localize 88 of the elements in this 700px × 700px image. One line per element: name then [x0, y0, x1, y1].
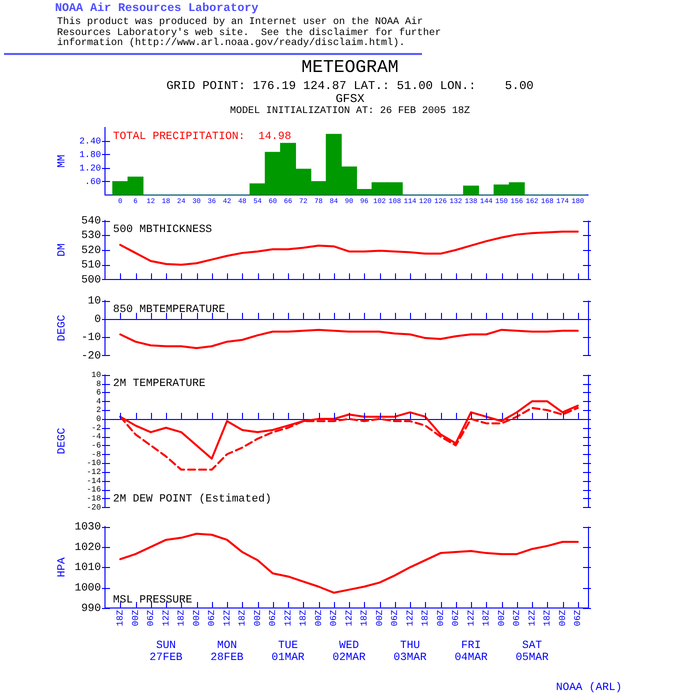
y-axis-title: DM	[56, 243, 69, 257]
y-tick-label: 4	[96, 397, 102, 406]
y-tick-label: -12	[86, 468, 102, 478]
y-tick-label: 540	[81, 216, 101, 228]
y-tick-label: 2.40	[79, 136, 101, 146]
x-tick-label: 18Z	[542, 609, 553, 626]
y-tick-label: 500	[81, 274, 101, 286]
y-axis-title: DEGC	[56, 314, 69, 342]
x-tick-label: 00Z	[374, 609, 385, 626]
chart-title: METEOGRAM	[300, 58, 400, 78]
y-tick-label: 6	[96, 388, 102, 398]
y-tick-label: 1030	[74, 522, 101, 534]
x-tick-label: 18Z	[238, 609, 248, 626]
x-tick-label: 00Z	[130, 609, 141, 626]
x-tick-label: 06Z	[451, 609, 462, 626]
y-tick-label: -14	[86, 476, 102, 486]
chart-subtitle: GRID POINT: 176.19 124.87 LAT.: 51.00 LON.: 5.00 GFSX MODEL INITIALIZATION AT: 26 FEB 2005 18Z	[165, 79, 535, 117]
x-tick-label: 00Z	[252, 609, 263, 626]
x-tick-label: 06Z	[207, 609, 218, 626]
text: This product was produced by an Internet user on the NOAA Air Resources Laboratory's web site. See the disclaimer for further information (http://www.arl.noaa.gov/ready/disclaim.html).	[57, 17, 442, 50]
y-axis-title: MM	[56, 154, 69, 168]
y-tick-label: -6	[91, 442, 102, 451]
y-tick-label: 1.20	[79, 163, 101, 174]
x2-tick-label: WED 02MAR	[332, 640, 366, 664]
y-tick-label: 1010	[74, 562, 101, 574]
x-tick-label: 06Z	[390, 609, 400, 626]
y-tick-label: 1000	[74, 582, 101, 595]
x-tick-label: 18Z	[482, 609, 492, 626]
y-tick-label: 10	[91, 370, 102, 380]
x-tick-label: 18Z	[298, 609, 309, 626]
text: NOAA (ARL)	[556, 682, 622, 695]
y-tick-label: 10	[88, 296, 101, 308]
text: MSL PRESSURE	[113, 594, 193, 606]
text: NOAA Air Resources Laboratory	[55, 1, 258, 15]
y-tick-label: 8	[96, 380, 102, 389]
chart-title: 500 MBTHICKNESS	[113, 224, 212, 236]
x2-tick-label: SUN 27FEB	[150, 640, 183, 664]
y-tick-label: -18	[86, 494, 102, 504]
x-tick-label: 06Z	[512, 609, 522, 626]
y-axis-title: DEGC	[56, 427, 69, 454]
y-tick-label: -4	[91, 432, 102, 442]
x-tick-label: 06Z	[573, 609, 584, 626]
y-tick-label: 1020	[74, 542, 101, 554]
chart-title: 850 MBTEMPERATURE	[113, 304, 226, 316]
y-tick-label: -10	[86, 459, 102, 468]
x-tick-label: 00Z	[436, 609, 446, 626]
y-tick-label: -2	[91, 424, 102, 433]
x-tick-label: 00Z	[496, 609, 507, 626]
x-tick-label: 18Z	[176, 609, 187, 626]
y-tick-label: 1.80	[79, 150, 101, 160]
y-tick-label: 0	[96, 415, 102, 424]
x2-tick-label: TUE 01MAR	[272, 640, 305, 664]
x2-tick-label: SAT 05MAR	[516, 640, 549, 664]
y-tick-label: 510	[81, 260, 101, 272]
y-tick-label: -20	[86, 503, 102, 512]
x-tick-label: 06Z	[268, 609, 278, 626]
y-tick-label: -16	[86, 486, 102, 495]
x2-tick-label: MON 28FEB	[210, 640, 244, 664]
x2-tick-label: THU 03MAR	[394, 640, 427, 664]
y-tick-label: .60	[84, 176, 101, 187]
y-tick-label: -8	[91, 450, 102, 460]
x-tick-label: 18Z	[116, 609, 126, 626]
x-tick-label: 00Z	[192, 609, 202, 626]
x-tick-label: 12Z	[222, 609, 232, 626]
y-tick-label: -10	[81, 332, 101, 344]
y-tick-label: 990	[81, 602, 101, 615]
y-tick-label: -20	[81, 350, 101, 362]
y-tick-label: 0	[94, 314, 101, 326]
x-tick-label: 06Z	[146, 609, 156, 626]
x-tick-label: 12Z	[161, 609, 172, 626]
x-tick-label: 12Z	[527, 609, 538, 626]
annotation: 2M DEW POINT (Estimated)	[113, 494, 272, 506]
x2-tick-label: FRI 04MAR	[454, 640, 488, 664]
x-tick-label: 18Z	[420, 609, 431, 626]
y-axis-title: HPA	[56, 557, 69, 578]
x-tick-label: 00Z	[314, 609, 324, 626]
x-tick-label: 00Z	[558, 609, 568, 626]
x-tick-label: 12Z	[466, 609, 476, 626]
y-tick-label: 2	[96, 406, 102, 416]
y-tick-label: 530	[81, 230, 101, 242]
annotation: TOTAL PRECIPITATION: 14.98	[113, 130, 292, 143]
x-tick-label: 06Z	[329, 609, 340, 626]
x-tick-label: 18Z	[360, 609, 370, 626]
x-tick-label: 12Z	[283, 609, 294, 626]
x-tick-label: 12Z	[344, 609, 354, 626]
chart-title: 2M TEMPERATURE	[113, 378, 206, 390]
y-tick-label: 520	[81, 244, 101, 257]
x-tick-label: 12Z	[405, 609, 416, 626]
